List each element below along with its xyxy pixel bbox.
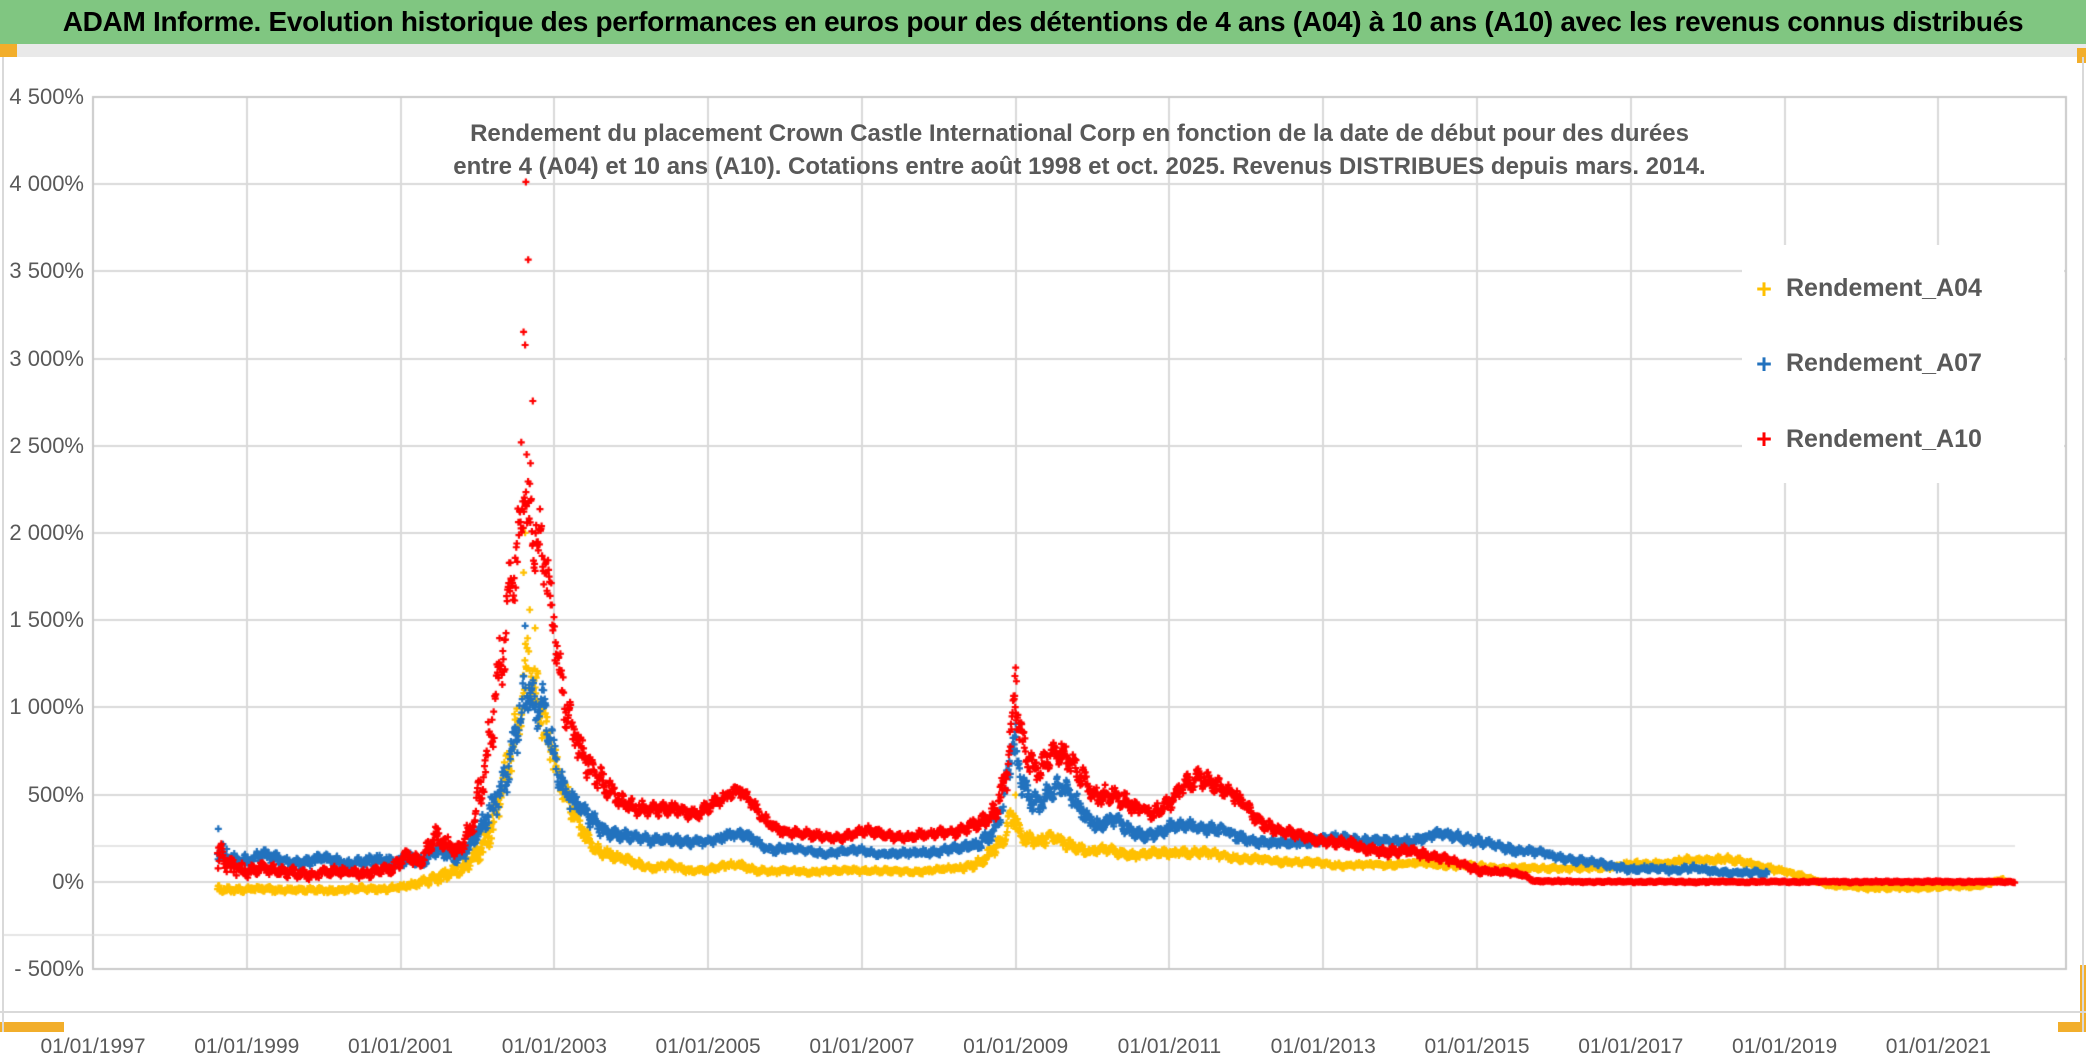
- legend-label: Rendement_A04: [1786, 274, 1982, 303]
- sheet-title-banner: ADAM Informe. Evolution historique des p…: [0, 0, 2086, 44]
- x-tick-label: 01/01/2021: [1885, 1035, 1991, 1058]
- chart-title: Rendement du placement Crown Castle Inte…: [93, 117, 2066, 183]
- x-tick-label: 01/01/2011: [1117, 1035, 1222, 1058]
- chart-title-line1: Rendement du placement Crown Castle Inte…: [470, 120, 1689, 147]
- plus-marker-icon: +: [1756, 273, 1772, 304]
- plot-area-canvas[interactable]: [0, 57, 2086, 1032]
- x-tick-label: 01/01/2015: [1424, 1035, 1530, 1058]
- x-tick-label: 01/01/2013: [1270, 1035, 1376, 1058]
- plus-marker-icon: +: [1756, 424, 1772, 455]
- x-tick-label: 01/01/1999: [194, 1035, 300, 1058]
- y-tick-label: 500%: [27, 781, 84, 807]
- x-tick-label: 01/01/2019: [1732, 1035, 1838, 1058]
- chart-legend[interactable]: + Rendement_A04 + Rendement_A07 + Rendement_A…: [1742, 245, 2064, 483]
- y-tick-label: 4 500%: [9, 84, 84, 109]
- x-tick-label: 01/01/2009: [963, 1035, 1069, 1058]
- edge-bottom: [0, 1011, 2086, 1013]
- accent-bottom-right: [2058, 1022, 2086, 1032]
- y-tick-label: 4 000%: [9, 171, 84, 197]
- x-tick-label: 01/01/2001: [347, 1035, 454, 1058]
- accent-top-left: [0, 44, 17, 57]
- x-tick-label: 01/01/2005: [655, 1035, 761, 1058]
- legend-label: Rendement_A10: [1786, 424, 1982, 453]
- plus-marker-icon: +: [1756, 348, 1772, 379]
- legend-item-rendement_a04[interactable]: + Rendement_A04: [1742, 269, 2064, 309]
- banner-title: ADAM Informe. Evolution historique des p…: [62, 6, 2024, 37]
- y-tick-label: - 500%: [14, 956, 84, 981]
- legend-item-rendement_a07[interactable]: + Rendement_A07: [1742, 344, 2064, 384]
- chart-object[interactable]: Rendement du placement Crown Castle Inte…: [0, 57, 2086, 1058]
- banner-underline-strip: [0, 44, 2086, 57]
- legend-item-rendement_a10[interactable]: + Rendement_A10: [1742, 419, 2064, 459]
- y-tick-label: 1 000%: [9, 694, 84, 720]
- x-tick-label: 01/01/2007: [809, 1035, 915, 1058]
- edge-left: [2, 57, 4, 1032]
- y-tick-label: 0%: [52, 868, 84, 894]
- accent-bottom-left: [0, 1022, 64, 1032]
- x-tick-label: 01/01/2017: [1578, 1035, 1684, 1058]
- y-tick-label: 1 500%: [9, 607, 84, 633]
- chart-title-line2: entre 4 (A04) et 10 ans (A10). Cotations…: [453, 153, 1706, 180]
- y-tick-label: 2 000%: [9, 520, 84, 545]
- legend-label: Rendement_A07: [1786, 349, 1982, 378]
- y-tick-label: 2 500%: [9, 432, 84, 458]
- accent-top-right: [2077, 48, 2086, 63]
- x-tick-label: 01/01/2003: [501, 1035, 607, 1058]
- y-tick-label: 3 000%: [9, 345, 84, 371]
- edge-right: [2082, 57, 2084, 1032]
- x-tick-label: 01/01/1997: [40, 1035, 146, 1058]
- y-tick-label: 3 500%: [9, 258, 84, 284]
